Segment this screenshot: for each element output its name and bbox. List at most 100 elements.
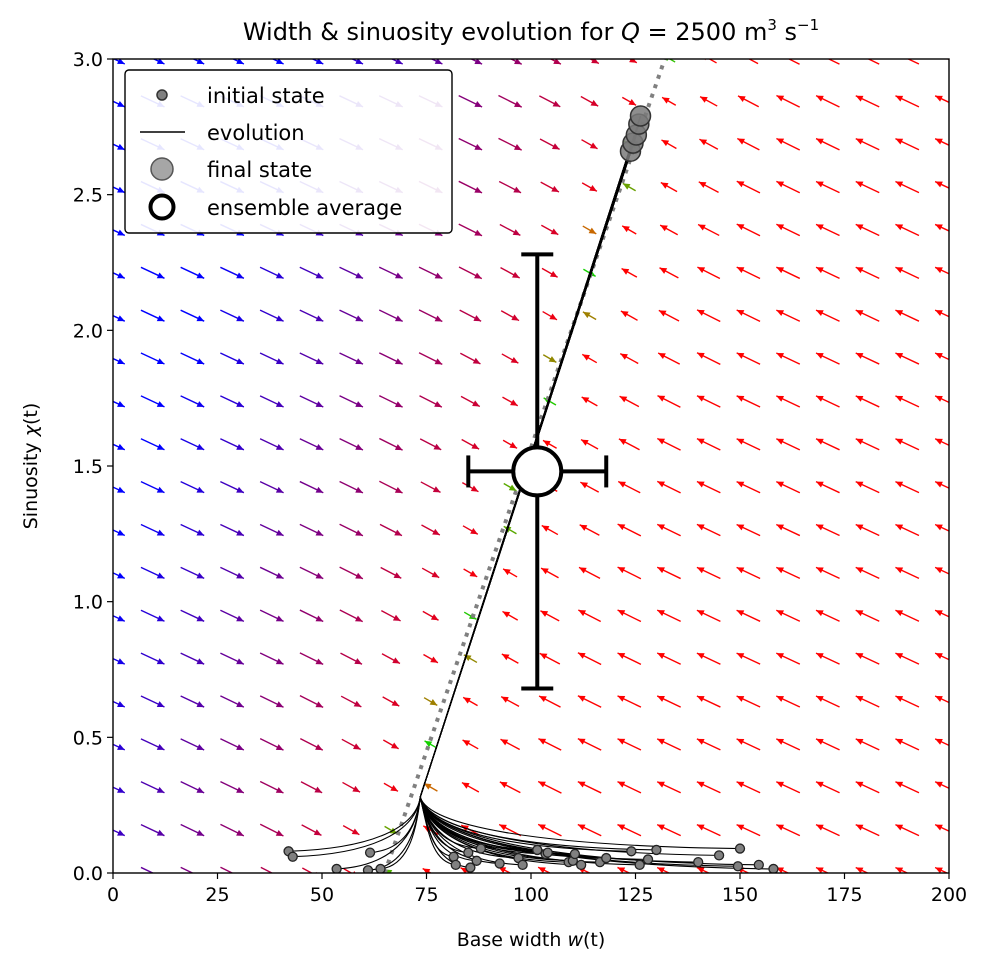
vector-arrow-head: [657, 438, 666, 445]
legend-final-state-label: final state: [207, 158, 312, 182]
vector-arrow-head: [776, 653, 784, 660]
vector-arrow: [617, 823, 642, 837]
vector-arrow: [895, 823, 920, 837]
legend-final-state-marker: [150, 157, 174, 181]
vector-arrow-head: [117, 401, 125, 407]
vector-arrow: [867, 59, 880, 65]
legend: initial state evolution final state ense…: [124, 69, 453, 234]
vector-arrow-head: [737, 95, 746, 102]
vector-arrow: [895, 266, 920, 279]
vector-arrow-head: [196, 315, 205, 322]
vector-arrow-head: [617, 738, 626, 745]
vector-arrow-head: [500, 739, 509, 746]
vector-arrow-head: [550, 228, 559, 235]
initial-state-point: [732, 861, 744, 872]
initial-state-point: [651, 844, 662, 856]
vector-arrow: [541, 267, 558, 278]
vector-arrow-head: [355, 572, 363, 579]
vector-arrow-shaft: [343, 868, 353, 873]
vector-arrow-head: [620, 311, 629, 318]
vector-arrow: [499, 781, 521, 794]
vector-arrow: [140, 352, 165, 365]
vector-arrow-head: [117, 572, 125, 579]
vector-arrow-head: [117, 615, 125, 622]
vector-arrow-head: [816, 653, 824, 660]
vector-arrow: [622, 182, 636, 192]
vector-arrow-head: [579, 567, 587, 574]
vector-arrow: [342, 824, 360, 836]
vector-arrow-head: [617, 610, 626, 617]
vector-arrow: [736, 609, 761, 622]
vector-arrow: [382, 739, 399, 750]
vector-arrow: [776, 223, 801, 237]
vector-arrow: [699, 138, 719, 150]
vector-arrow-head: [736, 395, 745, 402]
vector-arrow-head: [156, 572, 165, 579]
trajectory-line: [292, 142, 634, 858]
vector-arrow-head: [392, 657, 400, 664]
vector-arrow-head: [895, 481, 904, 488]
vector-arrow: [549, 59, 562, 65]
vector-arrow: [934, 223, 949, 232]
vector-arrow: [895, 223, 920, 237]
vector-arrow: [299, 609, 324, 623]
vector-arrow: [855, 395, 880, 408]
vector-arrow-head: [434, 315, 443, 322]
vector-arrow-head: [156, 358, 165, 365]
vector-arrow-head: [736, 653, 745, 659]
vector-arrow-head: [315, 658, 324, 665]
vector-arrow: [617, 781, 642, 794]
vector-arrow-head: [628, 99, 637, 106]
vector-arrow: [220, 352, 245, 365]
vector-arrow-head: [935, 781, 943, 788]
vector-arrow: [659, 224, 679, 236]
vector-arrow: [656, 695, 681, 708]
vector-arrow: [815, 866, 830, 873]
x-tick-label: 100: [513, 884, 549, 906]
vector-arrow: [113, 272, 126, 279]
vector-arrow: [855, 566, 880, 580]
vector-arrow-head: [855, 224, 864, 231]
vector-arrow: [113, 314, 126, 322]
vector-arrow: [502, 568, 518, 578]
vector-arrow-head: [935, 138, 943, 145]
vector-arrow: [776, 480, 801, 494]
vector-arrow: [776, 137, 801, 151]
vector-arrow-head: [156, 529, 165, 536]
vector-arrow: [815, 438, 840, 451]
vector-arrow: [895, 523, 920, 537]
vector-arrow: [855, 481, 880, 494]
vector-arrow-head: [658, 352, 666, 360]
vector-arrow: [696, 695, 721, 708]
vector-arrow-head: [776, 696, 784, 702]
vector-arrow-head: [935, 481, 943, 488]
vector-arrow: [827, 59, 840, 65]
vector-arrow: [461, 438, 480, 450]
vector-arrow-head: [816, 867, 824, 873]
vector-arrow: [301, 824, 322, 836]
vector-arrow-head: [432, 486, 441, 493]
vector-arrow: [696, 823, 721, 837]
vector-arrow-head: [935, 310, 943, 317]
vector-arrow: [895, 138, 920, 151]
vector-arrow: [855, 438, 880, 451]
vector-arrow-head: [394, 444, 403, 451]
vector-arrow: [259, 652, 284, 665]
vector-arrow-head: [275, 59, 284, 64]
vector-arrow-head: [463, 697, 471, 704]
vector-arrow-head: [696, 610, 705, 617]
vector-arrow-head: [577, 695, 586, 702]
vector-arrow-head: [196, 401, 205, 407]
vector-arrow-head: [236, 744, 244, 751]
y-tick-label: 1.0: [73, 592, 103, 614]
vector-arrow: [656, 866, 671, 873]
vector-arrow-head: [551, 185, 559, 193]
initial-state-point: [471, 855, 482, 866]
vector-arrow: [619, 395, 640, 408]
trajectory-line: [419, 123, 699, 863]
vector-arrow-head: [855, 353, 864, 359]
vector-arrow: [140, 266, 165, 279]
vector-arrow: [220, 395, 245, 408]
vector-arrow: [220, 438, 245, 451]
vector-arrow: [113, 143, 126, 151]
